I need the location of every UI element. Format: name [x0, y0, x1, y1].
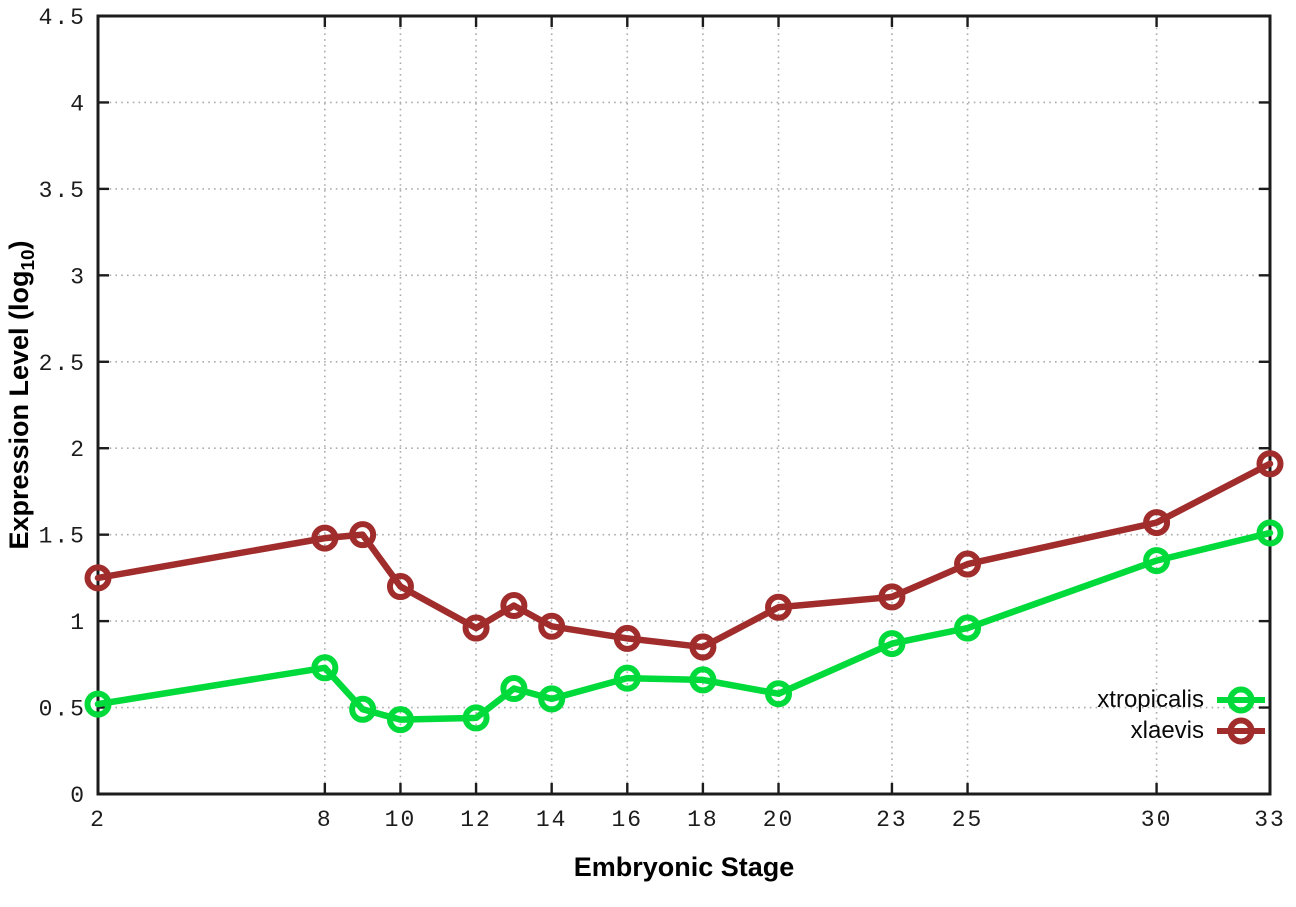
data-point-xtropicalis-stage-14 — [538, 685, 566, 713]
x-tick-label-12: 12 — [460, 807, 492, 833]
legend: xtropicalis xlaevis — [1097, 684, 1266, 746]
data-point-xtropicalis-stage-2 — [84, 690, 112, 718]
plot-border — [96, 14, 1272, 796]
data-point-xlaevis-stage-8 — [311, 524, 339, 552]
data-point-xtropicalis-stage-13 — [500, 675, 528, 703]
data-point-xtropicalis-stage-16 — [613, 664, 641, 692]
y-axis-title-text: Expression Level (log — [3, 270, 34, 550]
data-point-xlaevis-stage-9 — [349, 521, 377, 549]
y-axis-title-close: ) — [3, 240, 34, 250]
data-point-xlaevis-stage-12 — [462, 614, 490, 642]
x-tick-label-10: 10 — [385, 807, 417, 833]
legend-item-xtropicalis: xtropicalis — [1097, 684, 1266, 715]
x-tick-label-25: 25 — [952, 807, 984, 833]
data-point-xlaevis-stage-23 — [878, 583, 906, 611]
data-point-xlaevis-stage-18 — [689, 633, 717, 661]
data-point-xtropicalis-stage-10 — [386, 706, 414, 734]
y-tick-label-0.5: 0.5 — [39, 697, 86, 723]
y-tick-label-2.5: 2.5 — [39, 351, 86, 377]
x-tick-label-30: 30 — [1141, 807, 1173, 833]
x-tick-label-2: 2 — [90, 807, 106, 833]
data-point-xlaevis-stage-10 — [386, 573, 414, 601]
data-point-xlaevis-stage-30 — [1143, 509, 1171, 537]
x-axis-title: Embryonic Stage — [573, 852, 795, 882]
data-point-xtropicalis-stage-25 — [954, 614, 982, 642]
y-tick-label-1.5: 1.5 — [39, 524, 86, 550]
y-axis-title-subscript: 10 — [18, 249, 40, 271]
y-tick-label-2: 2 — [70, 437, 86, 463]
x-tick-label-23: 23 — [876, 807, 908, 833]
x-tick-label-20: 20 — [763, 807, 795, 833]
y-tick-label-4.5: 4.5 — [39, 5, 86, 31]
legend-label-xtropicalis: xtropicalis — [1097, 685, 1204, 713]
data-point-xtropicalis-stage-18 — [689, 666, 717, 694]
data-point-xlaevis-stage-14 — [538, 612, 566, 640]
y-tick-label-1: 1 — [70, 610, 86, 636]
data-point-xlaevis-stage-2 — [84, 564, 112, 592]
y-tick-label-4: 4 — [70, 91, 86, 117]
data-point-xtropicalis-stage-8 — [311, 654, 339, 682]
legend-marker-xtropicalis — [1217, 686, 1265, 713]
data-point-xlaevis-stage-16 — [613, 624, 641, 652]
data-point-xtropicalis-stage-33 — [1256, 519, 1284, 547]
data-point-xtropicalis-stage-23 — [878, 630, 906, 658]
x-tick-label-16: 16 — [611, 807, 643, 833]
y-tick-label-3.5: 3.5 — [39, 178, 86, 204]
x-tick-label-14: 14 — [536, 807, 568, 833]
series-line-xtropicalis — [94, 529, 1274, 723]
data-point-xlaevis-stage-33 — [1256, 450, 1284, 478]
x-tick-label-18: 18 — [687, 807, 719, 833]
data-point-xtropicalis-stage-12 — [462, 704, 490, 732]
legend-marker-xlaevis — [1217, 717, 1265, 744]
data-point-xtropicalis-stage-30 — [1143, 547, 1171, 575]
y-tick-label-0: 0 — [70, 783, 86, 809]
data-point-xlaevis-stage-13 — [500, 592, 528, 620]
legend-item-xlaevis: xlaevis — [1097, 715, 1266, 746]
data-point-xlaevis-stage-20 — [765, 593, 793, 621]
data-point-xlaevis-stage-25 — [954, 550, 982, 578]
data-point-xtropicalis-stage-20 — [765, 680, 793, 708]
series-line-xlaevis — [94, 460, 1274, 651]
x-tick-label-8: 8 — [317, 807, 333, 833]
y-tick-label-3: 3 — [70, 264, 86, 290]
x-tick-label-33: 33 — [1254, 807, 1286, 833]
legend-label-xlaevis: xlaevis — [1130, 716, 1204, 744]
data-point-xtropicalis-stage-9 — [349, 695, 377, 723]
y-axis-title: Expression Level (log10) — [4, 240, 40, 549]
